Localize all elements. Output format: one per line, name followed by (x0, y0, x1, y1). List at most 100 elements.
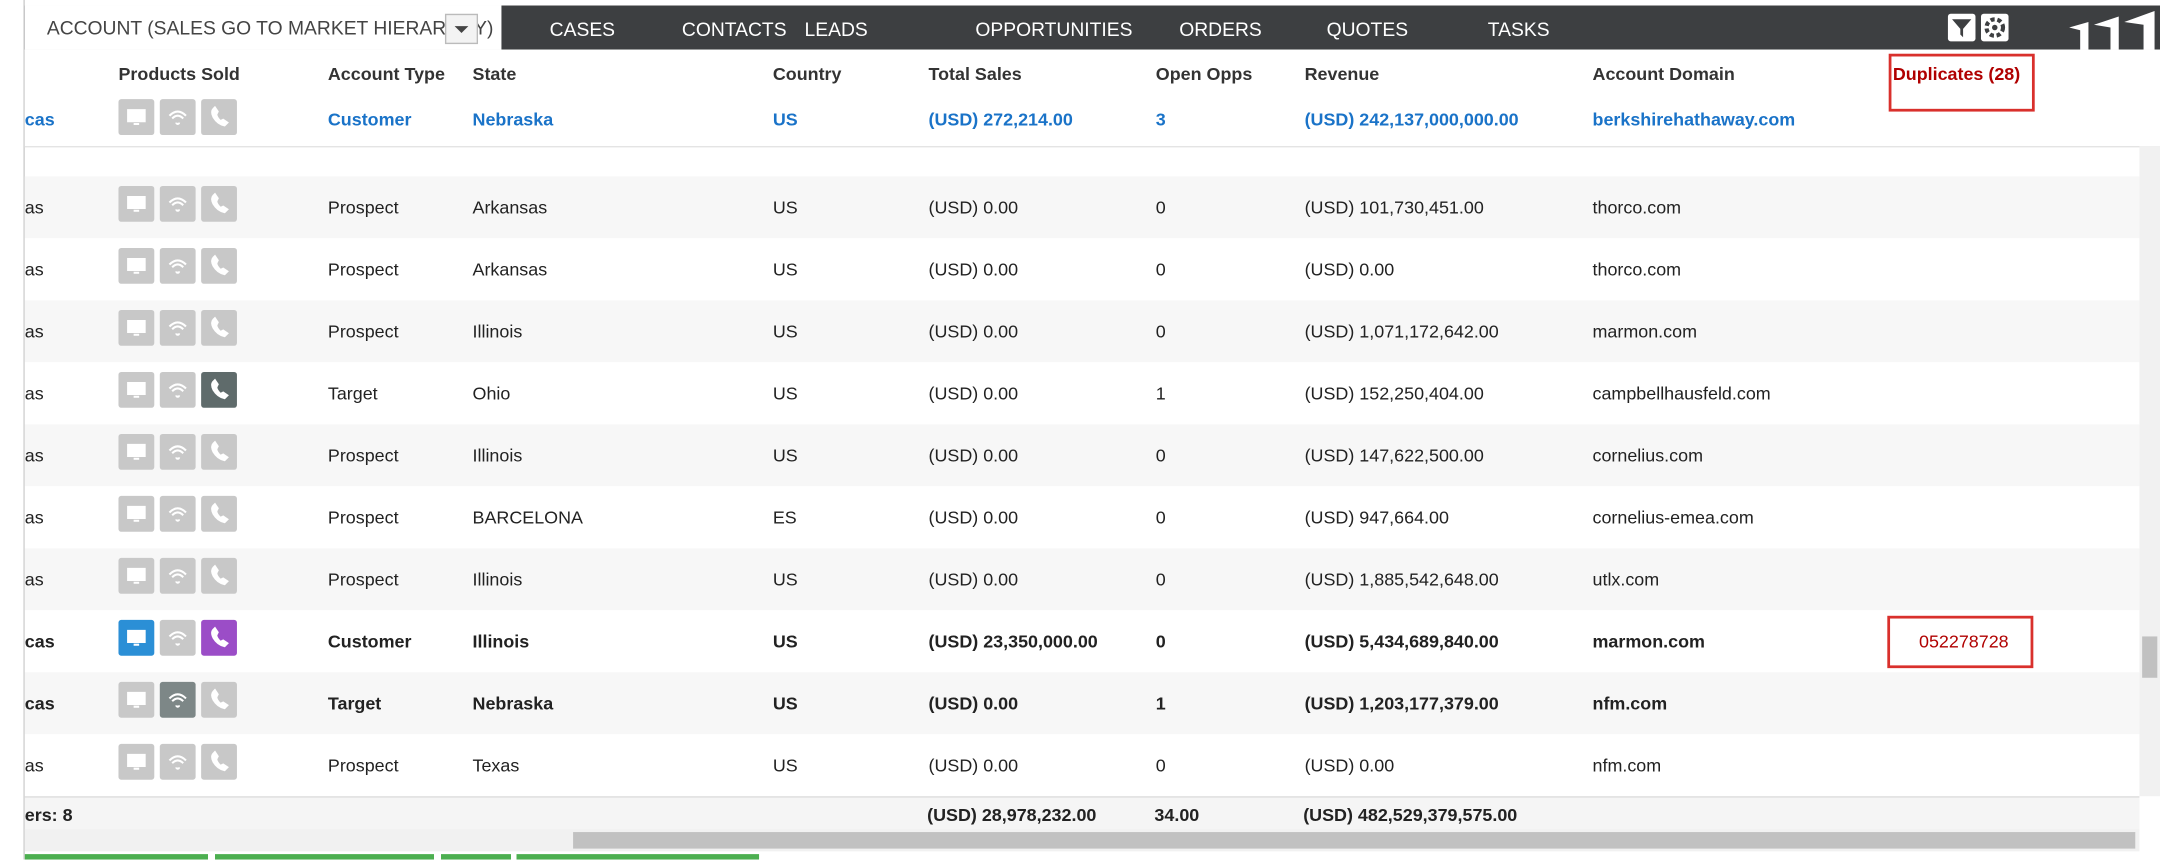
product-icon[interactable] (159, 247, 196, 284)
product-icon[interactable] (201, 309, 237, 346)
product-icon[interactable] (118, 309, 155, 346)
product-icon[interactable] (159, 681, 196, 718)
product-icon[interactable] (159, 619, 196, 656)
product-icon[interactable] (201, 681, 237, 718)
scroll-thumb[interactable] (2142, 636, 2158, 678)
product-icon[interactable] (201, 433, 237, 470)
cell-account-type: Prospect (327, 196, 399, 218)
column-header[interactable]: Products Sold (118, 63, 240, 85)
cell-total-sales: (USD) 0.00 (928, 568, 1019, 590)
cell-revenue: (USD) 101,730,451.00 (1304, 196, 1484, 218)
product-icon[interactable] (159, 495, 196, 532)
icon-glyph (127, 257, 146, 274)
product-icon[interactable] (118, 185, 155, 222)
icon-glyph (211, 254, 229, 276)
duplicates-highlight (1888, 53, 2035, 112)
product-icon[interactable] (118, 495, 155, 532)
nav-tab[interactable]: LEADS (804, 17, 868, 40)
table-row[interactable]: cas Target Nebraska US (USD) 0.00 1 (USD) 1,20… (24, 672, 2140, 735)
table-row[interactable]: as Prospect Arkansas US (USD) 0.00 0 (USD) 101… (24, 176, 2140, 239)
active-tab-label: ACCOUNT (SALES GO TO MARKET HIERARCHY) (46, 16, 494, 39)
table-footer (24, 796, 2140, 831)
tab-dropdown[interactable] (444, 13, 479, 45)
column-header[interactable]: State (472, 63, 517, 85)
table-row[interactable]: as Target Ohio US (USD) 0.00 1 (USD) 152,250,4… (24, 362, 2140, 425)
nav-tab[interactable]: ORDERS (1179, 17, 1262, 40)
settings-button[interactable] (1980, 13, 2009, 42)
cell-total-sales: (USD) 272,214.00 (928, 108, 1073, 130)
product-icon[interactable] (201, 371, 237, 408)
cell-open-opps: 0 (1155, 320, 1166, 342)
icon-glyph (168, 321, 187, 336)
cell-account-domain: marmon.com (1592, 320, 1698, 342)
product-icon[interactable] (118, 433, 155, 470)
cell-open-opps: 1 (1155, 692, 1166, 714)
nav-tab[interactable]: QUOTES (1326, 17, 1409, 40)
column-header[interactable]: Account Type (327, 63, 445, 85)
product-icon[interactable] (159, 309, 196, 346)
table-row[interactable]: as Prospect Arkansas US (USD) 0.00 0 (USD) 0.0… (24, 238, 2140, 301)
product-icon[interactable] (201, 495, 237, 532)
hscroll-thumb[interactable] (573, 832, 2136, 849)
nav-tab[interactable]: CONTACTS (681, 17, 787, 40)
cell-revenue: (USD) 1,203,177,379.00 (1304, 692, 1499, 714)
table-row[interactable]: as Prospect Texas US (USD) 0.00 0 (USD) 0.00 nf… (24, 734, 2140, 797)
product-icon[interactable] (159, 371, 196, 408)
row-name: as (24, 258, 44, 280)
column-header[interactable]: Account Domain (1592, 63, 1735, 85)
cell-account-type: Customer (327, 630, 412, 652)
duplicate-id[interactable]: 052278728 (1918, 630, 2009, 652)
cell-revenue: (USD) 1,071,172,642.00 (1304, 320, 1499, 342)
cell-country: US (772, 382, 798, 404)
icon-glyph (211, 502, 229, 524)
product-icon[interactable] (118, 371, 155, 408)
row-name: cas (24, 630, 55, 652)
icon-glyph (211, 440, 229, 462)
column-header[interactable]: Country (772, 63, 842, 85)
product-icon[interactable] (201, 99, 237, 136)
product-icon[interactable] (201, 247, 237, 284)
table-row[interactable]: cas Customer Illinois US (USD) 23,350,000.00… (24, 610, 2140, 673)
product-icon[interactable] (159, 99, 196, 136)
vertical-scrollbar[interactable] (2139, 146, 2160, 797)
product-icon[interactable] (201, 743, 237, 780)
nav-tab[interactable]: OPPORTUNITIES (975, 17, 1133, 40)
product-icon[interactable] (201, 619, 237, 656)
product-icon[interactable] (118, 619, 155, 656)
column-header[interactable]: Open Opps (1155, 63, 1253, 85)
cell-total-sales: (USD) 0.00 (928, 258, 1019, 280)
product-icon[interactable] (159, 185, 196, 222)
nav-tab[interactable]: CASES (549, 17, 616, 40)
duplicate-highlight (1887, 615, 2034, 669)
footer-open-opps: 34.00 (1154, 804, 1200, 826)
column-header[interactable]: Duplicates (28) (1892, 63, 2021, 85)
horizontal-scrollbar[interactable] (24, 829, 2140, 852)
product-icon[interactable] (159, 743, 196, 780)
product-icon[interactable] (118, 557, 155, 594)
icon-glyph (127, 319, 146, 336)
cell-total-sales: (USD) 0.00 (928, 444, 1019, 466)
cell-account-domain: cornelius.com (1592, 444, 1703, 466)
product-icon[interactable] (201, 185, 237, 222)
product-icon[interactable] (159, 433, 196, 470)
table-row[interactable]: as Prospect Illinois US (USD) 0.00 0 (USD) 147… (24, 424, 2140, 487)
icon-glyph (168, 110, 187, 125)
product-icon[interactable] (118, 99, 155, 136)
column-header[interactable]: Revenue (1304, 63, 1380, 85)
active-tab[interactable]: ACCOUNT (SALES GO TO MARKET HIERARCHY) (24, 5, 502, 51)
cell-country: US (772, 320, 798, 342)
product-icon[interactable] (118, 681, 155, 718)
product-icon[interactable] (201, 557, 237, 594)
cell-open-opps: 3 (1155, 108, 1166, 130)
table-row[interactable]: as Prospect BARCELONA ES (USD) 0.00 0 (USD) 94… (24, 486, 2140, 549)
cell-country: US (772, 258, 798, 280)
product-icon[interactable] (118, 247, 155, 284)
nav-tab[interactable]: TASKS (1487, 17, 1550, 40)
column-header[interactable]: Total Sales (928, 63, 1022, 85)
table-row[interactable]: as Prospect Illinois US (USD) 0.00 0 (USD) 1,0… (24, 300, 2140, 363)
table-row[interactable]: as Prospect Illinois US (USD) 0.00 0 (USD) 1,8… (24, 548, 2140, 611)
product-icon[interactable] (118, 743, 155, 780)
pinned-row: cas Customer Nebraska US (USD) 272,214.00 3 (U… (25, 90, 2140, 145)
product-icon[interactable] (159, 557, 196, 594)
filter-button[interactable] (1947, 13, 1976, 42)
